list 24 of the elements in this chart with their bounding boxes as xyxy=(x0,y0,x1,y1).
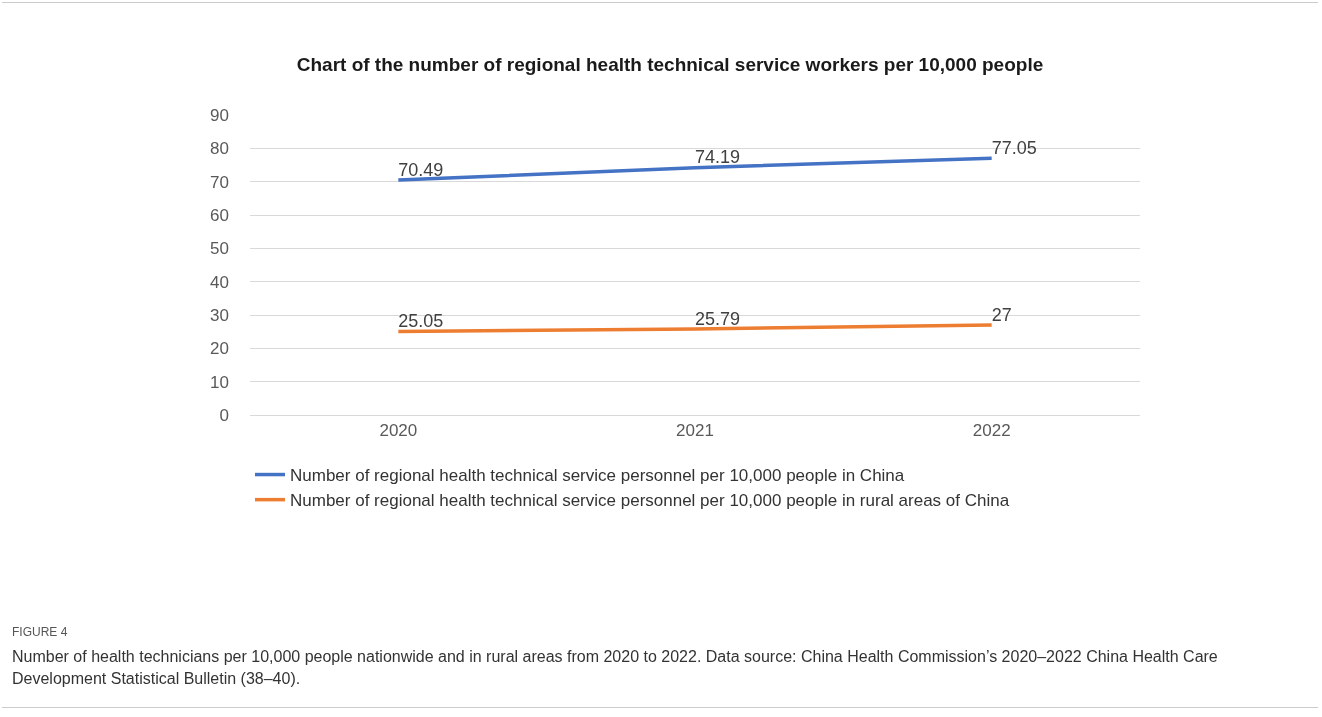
x-tick-label: 2021 xyxy=(676,421,714,441)
legend-label: Number of regional health technical service personnel per 10,000 people in China xyxy=(290,466,905,486)
y-tick-label: 20 xyxy=(210,339,229,359)
y-tick-label: 60 xyxy=(210,205,229,225)
y-tick-label: 40 xyxy=(210,272,229,292)
y-tick-label: 90 xyxy=(210,105,229,125)
data-label: 27 xyxy=(991,304,1012,325)
data-label: 77.05 xyxy=(991,137,1037,158)
x-tick-label: 2022 xyxy=(972,421,1011,441)
y-tick-label: 50 xyxy=(210,239,229,259)
data-label: 70.49 xyxy=(398,159,444,180)
y-tick-label: 80 xyxy=(210,139,229,159)
data-label: 74.19 xyxy=(695,147,741,168)
chart-title: Chart of the number of regional health technical service workers per 10,000 people xyxy=(296,53,1044,75)
y-tick-label: 0 xyxy=(219,405,229,425)
data-label: 25.05 xyxy=(398,311,444,331)
x-tick-label: 2020 xyxy=(379,421,418,441)
y-tick-label: 10 xyxy=(210,372,229,392)
y-tick-label: 30 xyxy=(210,305,229,325)
text: Number of health technicians per 10,000 people nationwide and in rural areas from 2020 to 2022. Data source: China Health Commission’s 2020–2022 China Health Care Development Statistical Bulletin (38–40). xyxy=(12,647,1219,689)
legend-label: Number of regional health technical service personnel per 10,000 people in rural areas of China xyxy=(290,491,1010,511)
caption: FIGURE 4 xyxy=(12,624,69,641)
data-label: 25.79 xyxy=(695,308,741,329)
y-tick-label: 70 xyxy=(210,172,229,192)
